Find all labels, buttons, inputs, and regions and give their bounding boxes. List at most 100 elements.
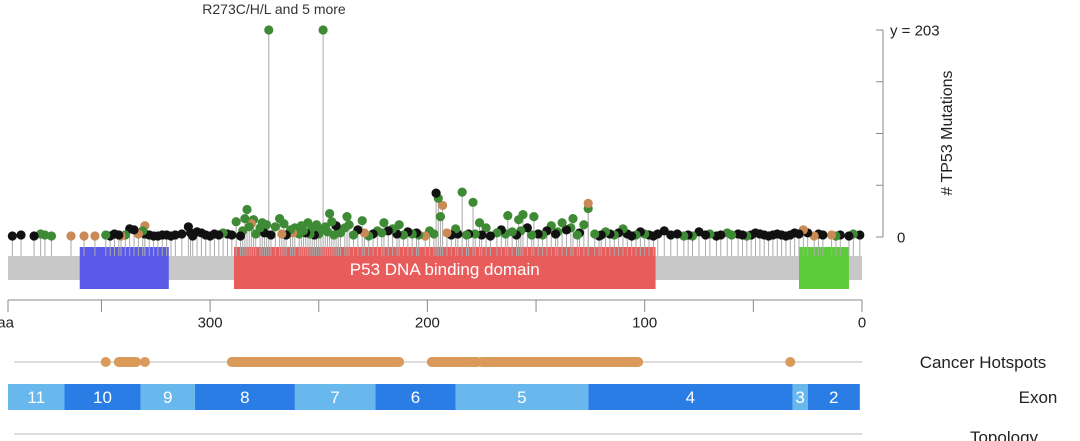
- x-axis-end-label: 393aa: [0, 314, 15, 331]
- y-axis: 0 y = 203: [876, 22, 940, 246]
- lollipop-missense-60: [568, 214, 578, 224]
- exon-4-block: [588, 384, 793, 410]
- lollipop-missense-83: [481, 223, 491, 233]
- hotspot-point-3: [100, 357, 111, 367]
- exon-7-label: 7: [330, 388, 339, 407]
- lollipop-missense-128: [325, 208, 335, 219]
- x-tick-label-300: 300: [198, 314, 223, 331]
- exon-7-block: [294, 384, 376, 410]
- exon-5-label: 5: [517, 388, 526, 407]
- lollipop-missense-89: [461, 230, 472, 240]
- protein-track: P53 DNA binding domain: [8, 247, 862, 289]
- exon-2-label: 2: [829, 388, 838, 407]
- protein-domain-1-label: P53 DNA binding domain: [350, 260, 540, 279]
- lollipop-missense-57: [579, 220, 589, 230]
- lollipop-inframe-198: [90, 231, 100, 241]
- x-tick-label-100: 100: [632, 314, 657, 331]
- lollipop-missense-85: [474, 218, 485, 228]
- lollipop-truncating-205: [16, 230, 26, 240]
- exon-10-block: [64, 384, 141, 410]
- lollipop-missense-111: [379, 218, 389, 228]
- lollipop-missense-127: [327, 217, 337, 227]
- exon-3-label: 3: [795, 388, 804, 407]
- hotspot-track: [14, 357, 862, 367]
- lollipop-missense-70: [529, 212, 539, 222]
- x-axis: 0 100 200 300 393aa: [0, 299, 866, 331]
- lollipop-missense-149: [275, 214, 285, 224]
- lollipop-inframe-200: [66, 231, 76, 241]
- lollipop-missense-71: [527, 230, 537, 240]
- lollipop-missense-96: [435, 212, 446, 222]
- hotspot-point-1: [607, 357, 618, 367]
- protein-domain-1: [233, 247, 656, 289]
- lollipop-missense-165: [231, 217, 241, 227]
- exon-4-label: 4: [686, 388, 695, 407]
- x-tick-label-200: 200: [415, 314, 440, 331]
- exon-9-label: 9: [163, 388, 172, 407]
- lollipop-inframe-148: [277, 229, 287, 239]
- lollipop-inframe-199: [79, 231, 89, 241]
- lollipop-missense-86: [470, 229, 480, 239]
- lollipop-missense-87: [468, 197, 478, 207]
- exon-6-label: 6: [411, 388, 420, 407]
- lollipop-inframe-5: [826, 230, 837, 240]
- hotspot-range-2: [426, 357, 470, 367]
- lollipop-missense-161: [242, 204, 252, 215]
- lollipop-truncating-206: [7, 231, 17, 241]
- protein-domain-2: [79, 247, 169, 289]
- lollipop-truncating-65: [551, 229, 561, 239]
- lollipop-inframe-95: [438, 200, 448, 210]
- hotspots-track-label: Cancer Hotspots: [920, 353, 1047, 372]
- lollipop-missense-78: [503, 210, 513, 221]
- lollipop-missense-117: [357, 216, 367, 226]
- exon-2-block: [807, 384, 860, 410]
- lollipop-missense-59: [572, 230, 582, 240]
- lollipop-truncating-82: [485, 231, 496, 241]
- hotspot-range-3: [226, 357, 405, 367]
- exon-3-block: [792, 384, 808, 410]
- lollipop-truncating-98: [431, 188, 441, 198]
- y-max-label: y = 203: [890, 22, 940, 39]
- hotspot-range-0: [476, 357, 644, 367]
- exon-10-label: 10: [93, 388, 112, 407]
- lollipop-truncating-177: [183, 222, 193, 232]
- lollipop-truncating-62: [561, 225, 572, 235]
- exon-5-block: [455, 384, 589, 410]
- lollipop-inframe-56: [583, 198, 593, 208]
- lollipop-missense-90: [457, 187, 467, 197]
- exon-11-block: [8, 384, 65, 410]
- lollipop-truncating-2: [844, 231, 854, 241]
- exon-6-block: [375, 384, 456, 410]
- hotspot-range-4: [113, 357, 142, 367]
- lollipop-missense-162: [240, 214, 250, 224]
- lollipop-missense-54: [590, 229, 600, 239]
- lollipop-inframe-94: [442, 228, 452, 238]
- mutation-annotation: R273C/H/L and 5 more: [202, 1, 346, 17]
- lollipop-missense-63: [557, 218, 567, 228]
- lollipop-truncating-204: [29, 231, 39, 241]
- protein-domain-0: [798, 247, 849, 289]
- lollipop-missense-157: [251, 229, 261, 239]
- lollipops: [7, 25, 865, 256]
- lollipop-missense-197: [101, 230, 111, 240]
- lollipop-missense-152: [264, 25, 274, 35]
- lollipop-missense-131: [318, 25, 328, 35]
- y-axis-label: # TP53 Mutations: [939, 70, 956, 195]
- hotspot-point-2: [139, 357, 150, 367]
- lollipop-truncating-164: [235, 231, 246, 241]
- lollipop-missense-119: [348, 230, 359, 240]
- y-tick-label-0: 0: [897, 229, 905, 246]
- hotspot-point-0: [785, 357, 796, 367]
- exon-8-block: [194, 384, 295, 410]
- exon-track: 2 3 4 5 6 7 8 9 10 11: [8, 384, 860, 410]
- exon-9-block: [140, 384, 195, 410]
- lollipop-missense-150: [270, 222, 280, 232]
- exon-11-label: 11: [27, 388, 45, 407]
- lollipop-missense-121: [342, 212, 352, 222]
- exon-8-label: 8: [240, 388, 249, 407]
- exon-track-label: Exon: [1019, 388, 1058, 407]
- topology-track-label: Topology: [970, 428, 1039, 441]
- x-tick-label-0: 0: [858, 314, 866, 331]
- lollipop-missense-75: [514, 215, 524, 225]
